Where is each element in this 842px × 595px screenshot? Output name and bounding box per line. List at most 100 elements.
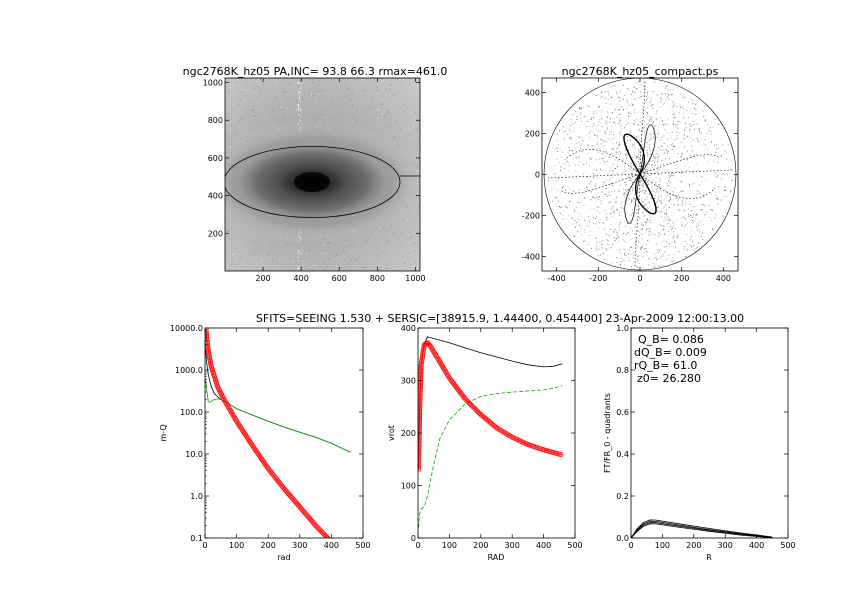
deprojected-point <box>606 216 608 218</box>
deprojected-point <box>631 182 633 184</box>
deprojected-point <box>641 238 643 240</box>
deprojected-point <box>700 204 702 206</box>
series-marker <box>428 345 434 351</box>
deprojected-point <box>690 227 692 229</box>
noise-pixel <box>313 81 315 83</box>
deprojected-point <box>678 209 680 211</box>
deprojected-point <box>599 158 601 160</box>
noise-pixel <box>345 242 347 244</box>
panel-3-frame <box>204 327 364 539</box>
deprojected-point <box>660 139 662 141</box>
deprojected-point <box>642 82 644 84</box>
deprojected-point <box>676 131 678 133</box>
column-artifact <box>300 82 302 84</box>
noise-pixel <box>249 100 251 102</box>
deprojected-point <box>670 260 672 262</box>
deprojected-point <box>696 223 698 225</box>
deprojected-point <box>643 131 645 133</box>
deprojected-point <box>701 232 703 234</box>
noise-pixel <box>236 249 238 251</box>
deprojected-point <box>683 210 685 212</box>
deprojected-point <box>560 169 562 171</box>
noise-pixel <box>286 107 288 109</box>
deprojected-point <box>633 193 635 195</box>
noise-pixel <box>277 79 279 81</box>
noise-pixel <box>362 266 364 268</box>
deprojected-point <box>677 194 679 196</box>
deprojected-point <box>601 91 603 93</box>
series-marker <box>226 405 232 411</box>
deprojected-point <box>608 202 610 204</box>
deprojected-point <box>647 207 649 209</box>
deprojected-point <box>696 193 698 195</box>
deprojected-point <box>726 173 728 175</box>
series-marker <box>505 432 511 438</box>
series-marker <box>222 398 228 404</box>
deprojected-point <box>561 187 563 189</box>
deprojected-point <box>671 228 673 230</box>
deprojected-point <box>639 166 641 168</box>
deprojected-point <box>569 124 571 126</box>
noise-pixel <box>376 86 378 88</box>
deprojected-point <box>612 169 614 171</box>
deprojected-point <box>630 238 632 240</box>
deprojected-point <box>638 160 640 162</box>
deprojected-point <box>697 190 699 192</box>
noise-pixel <box>243 263 245 265</box>
noise-pixel <box>335 265 337 267</box>
column-artifact <box>299 119 301 121</box>
noise-pixel <box>368 102 370 104</box>
deprojected-point <box>629 248 631 250</box>
deprojected-point <box>665 212 667 214</box>
deprojected-point <box>617 237 619 239</box>
deprojected-point <box>693 248 695 250</box>
noise-pixel <box>242 92 244 94</box>
deprojected-point <box>605 179 607 181</box>
column-artifact <box>298 91 300 93</box>
deprojected-point <box>641 245 643 247</box>
deprojected-point <box>581 143 583 145</box>
noise-pixel <box>360 119 362 121</box>
deprojected-point <box>684 96 686 98</box>
deprojected-point <box>599 254 601 256</box>
deprojected-point <box>670 226 672 228</box>
deprojected-point <box>594 117 596 119</box>
deprojected-point <box>557 190 559 192</box>
deprojected-point <box>677 171 679 173</box>
deprojected-point <box>644 191 646 193</box>
deprojected-point <box>612 121 614 123</box>
series-marker <box>244 435 250 441</box>
noise-pixel <box>282 117 284 119</box>
noise-pixel <box>363 268 365 270</box>
deprojected-point <box>683 128 685 130</box>
deprojected-point <box>607 243 609 245</box>
noise-pixel <box>417 136 419 138</box>
deprojected-point <box>648 228 650 230</box>
deprojected-point <box>724 150 726 152</box>
deprojected-point <box>681 156 683 158</box>
series-marker <box>503 430 509 436</box>
deprojected-point <box>671 148 673 150</box>
deprojected-point <box>688 130 690 132</box>
deprojected-point <box>580 193 582 195</box>
noise-pixel <box>325 252 327 254</box>
noise-pixel <box>251 109 253 111</box>
deprojected-point <box>647 112 649 114</box>
deprojected-point <box>704 119 706 121</box>
deprojected-point <box>596 196 598 198</box>
deprojected-point <box>653 121 655 123</box>
deprojected-point <box>654 158 656 160</box>
deprojected-point <box>648 194 650 196</box>
noise-pixel <box>286 89 288 91</box>
noise-pixel <box>413 95 415 97</box>
deprojected-point <box>695 196 697 198</box>
series-marker <box>434 354 440 360</box>
deprojected-point <box>674 116 676 118</box>
deprojected-point <box>651 164 653 166</box>
deprojected-point <box>605 130 607 132</box>
noise-pixel <box>404 110 406 112</box>
deprojected-point <box>681 190 683 192</box>
noise-pixel <box>351 121 353 123</box>
